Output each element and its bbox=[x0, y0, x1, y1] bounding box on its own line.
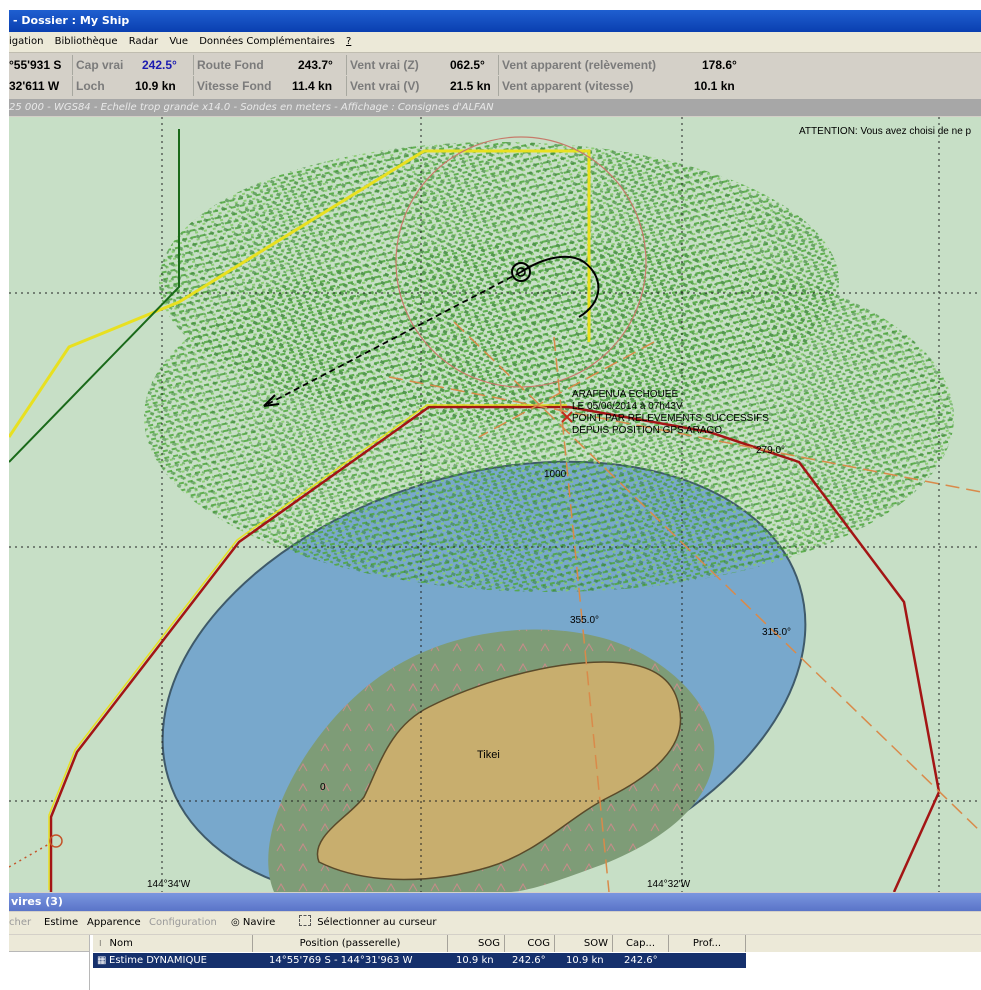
estime-button[interactable]: Estime bbox=[44, 917, 79, 928]
bearing-355-label: 355.0° bbox=[570, 615, 600, 626]
ships-panel-header: vires (3) bbox=[9, 893, 981, 911]
chercher-button[interactable]: cher bbox=[9, 917, 32, 928]
chart-status-line: 25 000 - WGS84 - Echelle trop grande x14… bbox=[9, 99, 981, 116]
row-sog: 10.9 kn bbox=[456, 955, 494, 966]
menu-donnees-complementaires[interactable]: Données Complémentaires bbox=[199, 36, 335, 47]
ships-panel-toolbar: cher Estime Apparence Configuration ◎ Na… bbox=[9, 912, 981, 934]
vent-apparent-vitesse-label: Vent apparent (vitesse) bbox=[502, 79, 634, 93]
apparence-button[interactable]: Apparence bbox=[87, 917, 141, 928]
bearing-315-label: 315.0° bbox=[762, 627, 792, 638]
annotation-line-1: ARAFENUA ECHOUEE bbox=[572, 389, 679, 400]
menu-bibliotheque[interactable]: Bibliothèque bbox=[54, 36, 118, 47]
vent-vrai-v-value: 21.5 kn bbox=[450, 79, 491, 93]
longitude-right-label: 144°32'W bbox=[647, 879, 691, 890]
latitude-value: °55'931 S bbox=[9, 58, 62, 72]
annotation-line-3: POINT PAR RELEVEMENTS SUCCESSIFS bbox=[572, 413, 769, 424]
waypoint-marker bbox=[49, 834, 63, 848]
select-cursor-icon bbox=[299, 915, 311, 926]
row-cog: 242.6° bbox=[512, 955, 546, 966]
chart-status-text: 25 000 - WGS84 - Echelle trop grande x14… bbox=[9, 102, 494, 113]
column-position[interactable]: Position (passerelle) bbox=[253, 935, 448, 952]
depth-0-label: 0 bbox=[320, 782, 326, 793]
row-position: 14°55'769 S - 144°31'963 W bbox=[269, 955, 413, 966]
island-land bbox=[316, 661, 682, 881]
attention-text: ATTENTION: Vous avez choisi de ne p bbox=[799, 126, 972, 137]
vent-vrai-z-label: Vent vrai (Z) bbox=[350, 58, 419, 72]
vent-apparent-releve-label: Vent apparent (relèvement) bbox=[502, 58, 657, 72]
row-sow: 10.9 kn bbox=[566, 955, 604, 966]
annotation-line-2: LE 05/06/2014 à 07h43V bbox=[572, 401, 683, 412]
chart-view[interactable]: ATTENTION: Vous avez choisi de ne p ARAF… bbox=[9, 117, 981, 892]
longitude-left-label: 144°34'W bbox=[147, 879, 191, 890]
ship-position-icon[interactable] bbox=[511, 262, 531, 282]
configuration-button[interactable]: Configuration bbox=[149, 917, 217, 928]
row-cap: 242.6° bbox=[624, 955, 658, 966]
ship-track bbox=[263, 255, 600, 407]
column-prof[interactable]: Prof... bbox=[669, 935, 746, 952]
row-nom: Estime DYNAMIQUE bbox=[109, 955, 207, 966]
route-fond-value: 243.7° bbox=[298, 58, 333, 72]
bearing-lines bbox=[388, 321, 981, 892]
window-title-bar: - Dossier : My Ship bbox=[9, 10, 981, 32]
vent-apparent-releve-value: 178.6° bbox=[702, 58, 737, 72]
ships-tree-pane bbox=[9, 935, 90, 990]
ships-table-header: ⁝ Nom Position (passerelle) SOG COG SOW C… bbox=[93, 935, 981, 952]
column-sog[interactable]: SOG bbox=[448, 935, 505, 952]
select-cursor-label: Sélectionner au curseur bbox=[317, 917, 437, 928]
vitesse-fond-label: Vitesse Fond bbox=[197, 79, 272, 93]
select-cursor-button[interactable]: Sélectionner au curseur bbox=[299, 912, 436, 934]
vent-vrai-z-value: 062.5° bbox=[450, 58, 485, 72]
column-cog[interactable]: COG bbox=[505, 935, 555, 952]
column-nom[interactable]: ⁝ Nom bbox=[93, 935, 253, 952]
vent-apparent-vitesse-value: 10.1 kn bbox=[694, 79, 735, 93]
column-sow[interactable]: SOW bbox=[555, 935, 613, 952]
menu-vue[interactable]: Vue bbox=[169, 36, 189, 47]
table-row[interactable]: ▦ Estime DYNAMIQUE 14°55'769 S - 144°31'… bbox=[93, 953, 746, 968]
cap-vrai-value: 242.5° bbox=[142, 58, 177, 72]
menu-navigation[interactable]: igation bbox=[9, 36, 44, 47]
menu-radar[interactable]: Radar bbox=[128, 36, 159, 47]
sort-icon: ⁝ bbox=[99, 939, 102, 948]
application-window: - Dossier : My Ship igation Bibliothèque… bbox=[9, 10, 981, 990]
menu-help[interactable]: ? bbox=[346, 36, 352, 47]
ships-panel-title: vires (3) bbox=[11, 895, 63, 908]
depth-1000-label: 1000 bbox=[544, 469, 567, 480]
yellow-route-line bbox=[9, 149, 591, 438]
route-fond-label: Route Fond bbox=[197, 58, 264, 72]
chart-canvas[interactable] bbox=[9, 117, 981, 892]
menu-bar: igation Bibliothèque Radar Vue Données C… bbox=[9, 32, 981, 53]
vent-vrai-v-label: Vent vrai (V) bbox=[350, 79, 420, 93]
navigation-info-panel: °55'931 S Cap vrai 242.5° Route Fond 243… bbox=[9, 53, 981, 97]
longitude-value: 32'611 W bbox=[9, 79, 60, 93]
red-route-line bbox=[49, 405, 941, 892]
navire-icon: ◎ bbox=[231, 917, 240, 928]
bearing-279-label: 279.0° bbox=[756, 445, 786, 456]
green-boundary-line bbox=[9, 129, 180, 463]
vitesse-fond-value: 11.4 kn bbox=[292, 79, 333, 93]
loch-value: 10.9 kn bbox=[135, 79, 176, 93]
column-nom-label: Nom bbox=[109, 938, 133, 949]
window-title: - Dossier : My Ship bbox=[13, 14, 130, 27]
cap-vrai-label: Cap vrai bbox=[76, 58, 124, 72]
radar-echo-area bbox=[144, 142, 954, 592]
navire-button[interactable]: ◎ Navire bbox=[231, 912, 275, 934]
ships-tree-header bbox=[9, 935, 89, 952]
target-position-icon bbox=[561, 411, 573, 423]
row-ship-icon: ▦ bbox=[97, 955, 107, 966]
column-cap[interactable]: Cap... bbox=[613, 935, 669, 952]
loch-label: Loch bbox=[76, 79, 105, 93]
ships-table-area: ⁝ Nom Position (passerelle) SOG COG SOW C… bbox=[9, 935, 981, 990]
chart-grid bbox=[9, 117, 981, 892]
annotation-line-4: DEPUIS POSITION GPS ARAGO bbox=[572, 425, 723, 436]
navire-label: Navire bbox=[242, 917, 276, 928]
island-name-label: Tikei bbox=[477, 749, 500, 761]
